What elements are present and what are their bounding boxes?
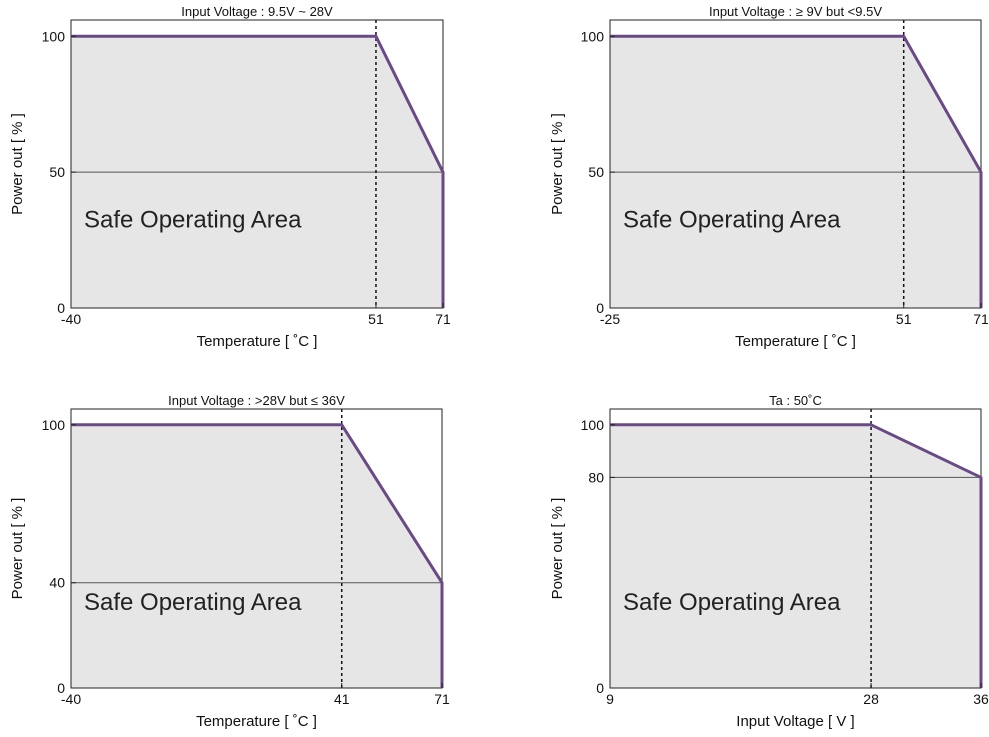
derating-chart-4: 0 80 100 9 28 36 Ta : 50˚C Input Voltage [ V ] P… bbox=[549, 393, 989, 730]
y-tick-label: 50 bbox=[49, 164, 65, 180]
derating-chart-3: 0 40 100 -40 41 71 Input Voltage : >28V but ≤ … bbox=[9, 393, 450, 730]
chart-panel-3: 0 40 100 -40 41 71 Input Voltage : >28V but ≤ … bbox=[0, 380, 470, 737]
y-axis-label: Power out [ % ] bbox=[549, 498, 566, 600]
derating-chart-2: 0 50 100 -25 51 71 Input Voltage : ≥ 9V but <9… bbox=[549, 4, 989, 350]
x-tick-label: 28 bbox=[863, 691, 879, 707]
chart-title: Input Voltage : >28V but ≤ 36V bbox=[168, 393, 345, 408]
chart-panel-4: 0 80 100 9 28 36 Ta : 50˚C Input Voltage [ V ] P… bbox=[540, 380, 989, 737]
chart-title: Ta : 50˚C bbox=[769, 393, 822, 408]
plot-frame bbox=[70, 19, 444, 309]
y-tick-label: 0 bbox=[57, 300, 65, 316]
x-tick-label: 71 bbox=[435, 311, 451, 327]
y-axis-label: Power out [ % ] bbox=[549, 113, 566, 215]
x-tick-label: 51 bbox=[368, 311, 384, 327]
chart-title: Input Voltage : ≥ 9V but <9.5V bbox=[709, 4, 882, 19]
x-tick-label: 71 bbox=[973, 311, 989, 327]
derating-curve bbox=[610, 423, 983, 688]
y-tick-label: 100 bbox=[581, 28, 605, 44]
x-tick-label: 41 bbox=[334, 691, 350, 707]
y-tick-label: 100 bbox=[42, 417, 66, 433]
derating-curve bbox=[71, 34, 445, 308]
x-tick-label: 51 bbox=[896, 311, 912, 327]
safe-operating-area-label: Safe Operating Area bbox=[84, 589, 302, 616]
derating-chart-1: 0 50 100 -40 51 71 Input Voltage : 9.5V ~ 28V T… bbox=[9, 4, 451, 350]
derating-curve bbox=[71, 423, 444, 688]
y-tick-label: 100 bbox=[42, 28, 66, 44]
chart-title: Input Voltage : 9.5V ~ 28V bbox=[181, 4, 333, 19]
x-axis-label: Temperature [ ˚C ] bbox=[197, 333, 318, 350]
safe-operating-area-label: Safe Operating Area bbox=[623, 589, 841, 616]
x-tick-label: 71 bbox=[434, 691, 450, 707]
plot-frame bbox=[70, 408, 443, 689]
y-tick-label: 80 bbox=[588, 469, 604, 485]
y-tick-label: 100 bbox=[581, 417, 605, 433]
safe-operating-area-label: Safe Operating Area bbox=[623, 206, 841, 233]
y-tick-label: 40 bbox=[49, 575, 65, 591]
x-tick-label: 9 bbox=[606, 691, 614, 707]
safe-operating-area-label: Safe Operating Area bbox=[84, 206, 302, 233]
plot-frame bbox=[609, 19, 982, 309]
y-tick-label: 0 bbox=[596, 300, 604, 316]
y-axis-label: Power out [ % ] bbox=[9, 113, 26, 215]
derating-curve bbox=[610, 34, 983, 308]
x-tick-label: -25 bbox=[600, 311, 620, 327]
x-tick-label: -40 bbox=[61, 691, 81, 707]
safe-area-fill bbox=[610, 424, 981, 688]
y-tick-label: 0 bbox=[57, 680, 65, 696]
y-axis-label: Power out [ % ] bbox=[9, 498, 26, 600]
x-axis-label: Input Voltage [ V ] bbox=[736, 713, 854, 730]
x-tick-label: -40 bbox=[61, 311, 81, 327]
y-tick-label: 50 bbox=[588, 164, 604, 180]
chart-panel-1: 0 50 100 -40 51 71 Input Voltage : 9.5V ~ 28V T… bbox=[0, 0, 470, 360]
y-tick-label: 0 bbox=[596, 680, 604, 696]
chart-panel-2: 0 50 100 -25 51 71 Input Voltage : ≥ 9V but <9… bbox=[540, 0, 989, 360]
safe-area-fill bbox=[71, 424, 442, 688]
x-tick-label: 36 bbox=[973, 691, 989, 707]
x-axis-label: Temperature [ ˚C ] bbox=[196, 713, 317, 730]
x-axis-label: Temperature [ ˚C ] bbox=[735, 333, 856, 350]
